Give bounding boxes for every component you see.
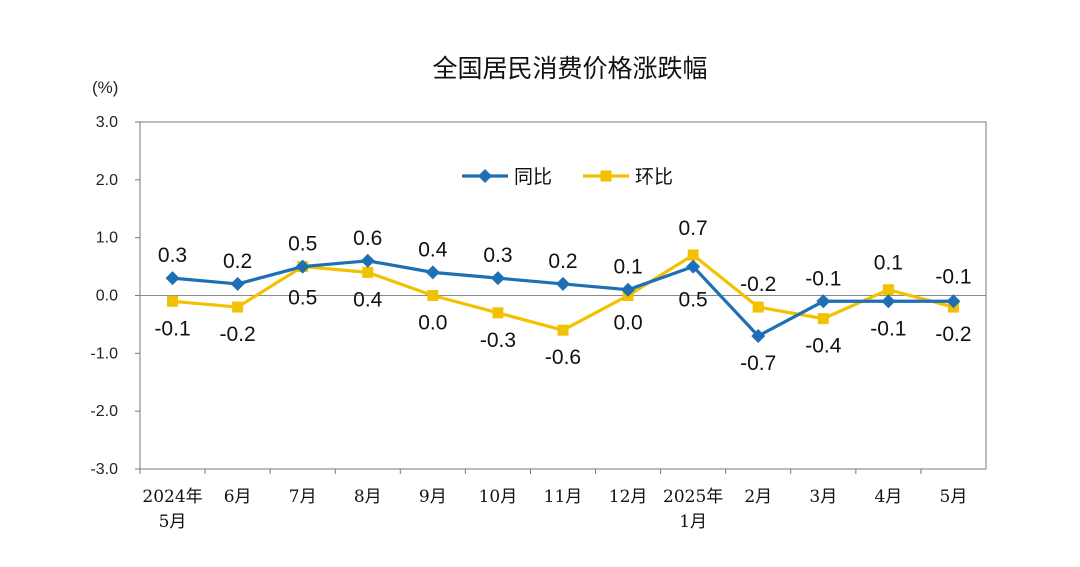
y-tick-label: -2.0 [90,403,118,420]
data-label: 0.0 [418,312,447,335]
data-label: -0.1 [870,317,906,340]
data-point-marker [492,307,504,319]
data-point-marker [360,253,375,268]
data-point-marker [600,170,612,182]
data-label: -0.4 [805,335,842,358]
data-label: 0.4 [353,288,383,311]
data-label: 0.1 [613,256,642,279]
data-label: -0.3 [480,329,516,352]
data-label: 0.2 [548,250,577,273]
x-tick-label: 12月 [609,487,648,507]
data-point-marker [167,295,179,307]
data-label: 0.5 [288,287,317,310]
data-label: 0.5 [679,289,708,312]
data-label: 0.4 [418,238,448,261]
data-point-marker [232,301,244,313]
data-point-marker [817,313,829,325]
data-label: 0.5 [288,233,317,256]
x-tick-label: 2024年 [142,487,202,507]
data-label: 0.6 [353,227,382,250]
data-label: -0.7 [740,352,776,375]
legend-item-mom: 环比 [583,166,673,188]
legend: 同比 环比 [462,166,673,188]
y-axis-unit-label: (%) [92,78,118,97]
y-tick-label: -3.0 [90,461,118,478]
x-tick-label: 5月 [940,487,968,507]
data-label: 0.0 [613,312,642,335]
series-yoy [165,253,961,343]
data-point-marker [687,249,699,261]
x-tick-label: 4月 [874,487,902,507]
data-point-marker [478,169,492,183]
data-label: 0.1 [874,252,903,275]
data-point-marker [557,324,569,336]
legend-label: 环比 [635,166,673,188]
y-tick-label: 0.0 [96,288,118,305]
data-point-marker [686,259,701,274]
data-point-marker [752,301,764,313]
x-tick-label: 2月 [744,487,772,507]
data-point-marker [556,276,570,291]
x-tick-label: 10月 [479,487,518,507]
y-tick-label: 1.0 [96,230,118,247]
data-label: -0.2 [740,273,776,296]
data-point-marker [295,259,310,274]
data-point-marker [230,276,245,291]
data-label: 0.7 [679,217,708,240]
data-point-marker [621,282,636,297]
data-point-marker [881,294,896,309]
y-tick-label: 3.0 [96,114,118,131]
data-label: 0.3 [158,244,187,267]
y-tick-label: -1.0 [90,345,118,362]
data-label: -0.1 [805,267,841,290]
data-point-marker [362,266,374,278]
chart-title: 全国居民消费价格涨跌幅 [432,54,707,83]
data-point-marker [816,294,831,309]
data-point-marker [751,328,766,343]
data-label: -0.2 [935,323,971,346]
data-label: -0.2 [220,323,256,346]
x-tick-label: 5月 [159,512,187,532]
data-point-marker [165,271,180,286]
x-tick-label: 9月 [419,487,447,507]
data-label: 0.2 [223,250,252,273]
data-label: 0.3 [483,244,512,267]
x-tick-label: 7月 [289,487,317,507]
x-tick-label: 8月 [354,487,382,507]
x-tick-label: 3月 [809,487,837,507]
data-label: -0.1 [935,265,971,288]
data-point-marker [425,265,440,280]
y-tick-label: 2.0 [96,172,118,189]
data-label: -0.6 [545,346,581,369]
data-point-marker [490,271,505,286]
x-tick-label: 2025年 [663,487,723,507]
x-tick-label: 1月 [679,512,707,532]
x-tick-label: 11月 [544,487,583,507]
data-point-marker [946,294,961,309]
data-point-marker [427,290,439,301]
x-tick-label: 6月 [224,487,252,507]
data-label: -0.1 [154,317,190,340]
data-point-marker [882,284,894,296]
legend-item-yoy: 同比 [462,166,552,188]
legend-label: 同比 [514,166,552,188]
